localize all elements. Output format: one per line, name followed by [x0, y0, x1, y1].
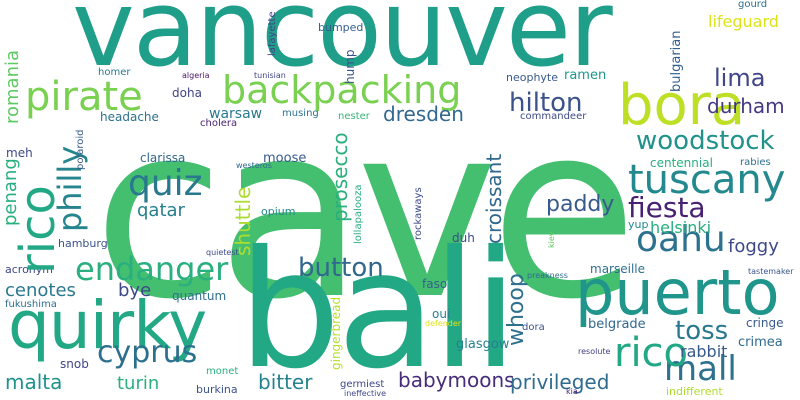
- word-commandeer: commandeer: [520, 111, 587, 122]
- word-burkina: burkina: [196, 383, 238, 396]
- word-tunisian: tunisian: [254, 71, 286, 80]
- word-kiev: kiev: [547, 231, 556, 248]
- word-bora: bora: [618, 73, 746, 138]
- word-monet: monet: [206, 366, 239, 377]
- word-opium: opium: [261, 205, 296, 218]
- word-quirky: quirky: [8, 287, 207, 364]
- word-hilton: hilton: [509, 88, 583, 118]
- word-homer: homer: [98, 67, 131, 78]
- word-lima: lima: [714, 64, 766, 92]
- word-helsinki: helsinki: [650, 218, 712, 237]
- word-hamburg: hamburg: [58, 237, 108, 250]
- word-headache: headache: [100, 110, 159, 124]
- word-lollapalooza: lollapalooza: [353, 184, 364, 244]
- word-neophyte: neophyte: [506, 71, 559, 84]
- word-yup: yup: [628, 218, 649, 231]
- word-algeria: algeria: [182, 71, 210, 80]
- word-pirate: pirate: [25, 74, 143, 120]
- word-tuscany: tuscany: [628, 157, 786, 203]
- word-duh: duh: [452, 231, 475, 245]
- word-moose: moose: [263, 151, 307, 166]
- word-fukushima: fukushima: [5, 299, 57, 310]
- word-germiest: germiest: [340, 379, 385, 390]
- word-musing: musing: [282, 108, 319, 119]
- word-lifeguard: lifeguard: [708, 12, 779, 31]
- word-button: button: [298, 253, 384, 283]
- word-quietest: quietest: [206, 248, 239, 257]
- word-rabbit: rabbit: [680, 342, 728, 361]
- word-cenotes: cenotes: [5, 280, 76, 301]
- word-ineffective: ineffective: [344, 389, 387, 398]
- word-meh: meh: [6, 146, 33, 160]
- word-defender: defender: [425, 319, 462, 328]
- word-bitter: bitter: [258, 370, 313, 394]
- word-backpacking: backpacking: [222, 68, 462, 112]
- word-resolute: resolute: [578, 347, 611, 356]
- word-bali: bali: [238, 217, 518, 400]
- word-bulgarian: bulgarian: [669, 30, 684, 92]
- word-vancouver: vancouver: [72, 0, 613, 90]
- word-faso: faso: [422, 277, 448, 291]
- word-malta: malta: [5, 370, 63, 394]
- word-cringe: cringe: [746, 316, 784, 330]
- word-acronym: acronym: [5, 263, 53, 276]
- word-indifferent: indifferent: [666, 385, 723, 398]
- word-belgrade: belgrade: [588, 317, 646, 332]
- word-dresden: dresden: [383, 102, 464, 126]
- word-marseille: marseille: [590, 262, 645, 276]
- word-woodstock: woodstock: [636, 126, 775, 156]
- word-croissant: croissant: [482, 153, 506, 244]
- word-privileged: privileged: [510, 370, 610, 394]
- word-foggy: foggy: [728, 236, 779, 257]
- word-penang: penang: [0, 158, 21, 226]
- word-snob: snob: [60, 357, 89, 371]
- word-bumped: bumped: [318, 21, 364, 34]
- word-dora: dora: [522, 322, 545, 333]
- word-quantum: quantum: [172, 289, 227, 303]
- word-ho: rico: [614, 330, 689, 376]
- word-philly: cyprus: [97, 335, 198, 370]
- word-rockaways: rockaways: [413, 187, 424, 240]
- word-ramen: ramen: [564, 68, 607, 83]
- word-warsaw: warsaw: [209, 106, 263, 122]
- word-turin: turin: [117, 373, 160, 394]
- word-cholera: cholera: [200, 118, 238, 129]
- word-quiz: quiz: [128, 163, 203, 204]
- word-lafayette: lafayette: [267, 11, 278, 56]
- word-oui: oui: [432, 307, 451, 321]
- word-fiesta: fiesta: [628, 191, 706, 224]
- word-babymoons: babymoons: [398, 368, 515, 392]
- word-crimea: crimea: [738, 335, 783, 350]
- word-qatar: qatar: [137, 200, 185, 221]
- word-durham: durham: [707, 94, 785, 118]
- word-doha: doha: [172, 86, 202, 100]
- word-rabies: rabies: [740, 157, 771, 168]
- word-preakness: preakness: [527, 271, 568, 280]
- word-prosecco: prosecco: [328, 132, 352, 222]
- word-westeros: westeros: [236, 161, 272, 170]
- word-glasgow: glasgow: [456, 337, 510, 352]
- word-paddy: paddy: [546, 192, 615, 217]
- word-endanger: endanger: [75, 250, 229, 288]
- word-cave: cave: [93, 72, 638, 352]
- word-whoop: whoop: [504, 273, 529, 346]
- word-shuttle: shuttle: [231, 186, 255, 256]
- word-puerto: puerto: [575, 256, 780, 329]
- word-centennial: centennial: [650, 156, 713, 170]
- word-gourd: gourd: [738, 0, 768, 10]
- word-tastemaker: tastemaker: [748, 267, 794, 276]
- word-polaroid: polaroid: [75, 129, 86, 170]
- word-clarissa: clarissa: [140, 151, 186, 165]
- word-oahu: oahu: [636, 219, 726, 260]
- word-kia: kia: [566, 387, 578, 396]
- word-toss: toss: [675, 316, 729, 346]
- word-gingerbread: gingerbread: [329, 296, 343, 370]
- word-hump: hump: [343, 49, 357, 84]
- word-nester: nester: [338, 111, 370, 122]
- word-bye: bye: [118, 280, 152, 301]
- word-romania: romania: [2, 49, 23, 124]
- word-mall: mall: [664, 349, 737, 389]
